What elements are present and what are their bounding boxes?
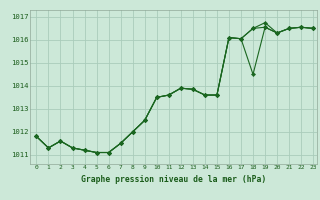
X-axis label: Graphe pression niveau de la mer (hPa): Graphe pression niveau de la mer (hPa): [81, 175, 266, 184]
